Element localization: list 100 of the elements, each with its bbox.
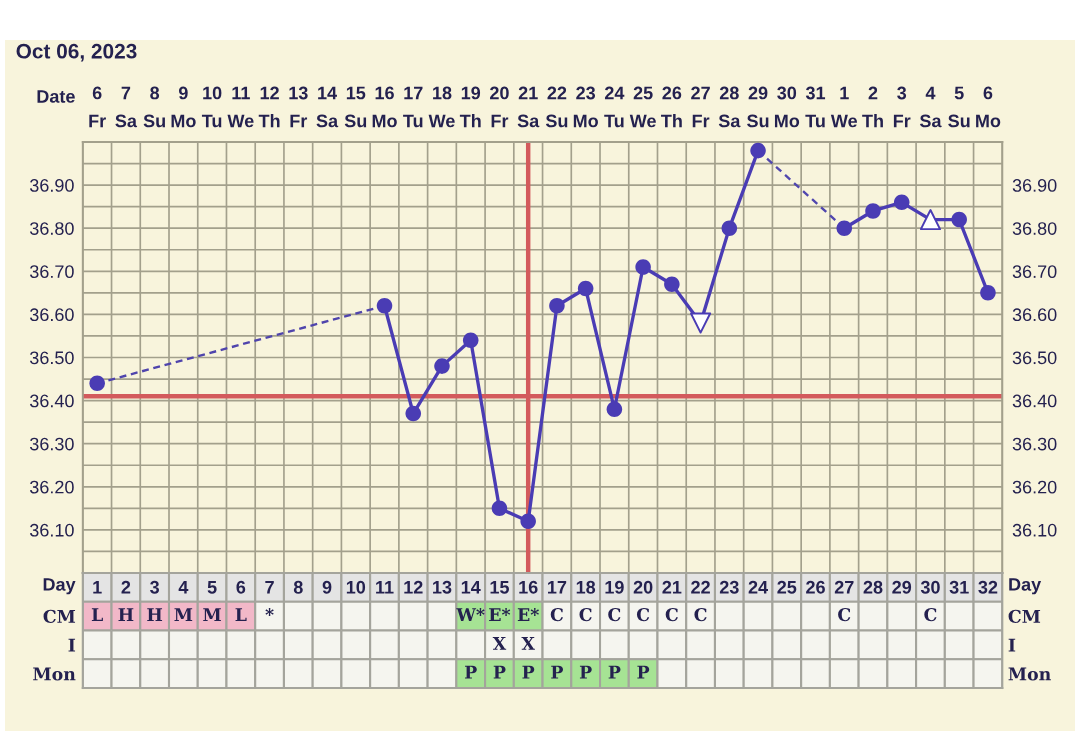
x-tick-label: 29 Su <box>747 86 769 128</box>
x-tick-label: 18 <box>576 580 596 594</box>
x-tick-label: 2 Th <box>862 86 883 128</box>
x-tick-label: 20 Fr <box>490 86 509 128</box>
x-tick-label: 2 <box>121 580 131 594</box>
x-tick-label: 14 Sa <box>316 86 339 128</box>
x-tick-label: 10 <box>346 580 366 594</box>
x-tick-label: 21 Sa <box>517 86 540 128</box>
x-tick-label: 9 <box>322 580 332 594</box>
x-tick-label: 27 Fr <box>691 86 710 128</box>
x-tick-label: 19 <box>605 580 624 594</box>
x-tick-label: 28 Sa <box>718 86 741 128</box>
x-tick-label: 24 <box>748 580 768 594</box>
x-tick-label: 16 Mo <box>372 86 397 128</box>
y-tick-label: 36.70 <box>29 265 74 279</box>
point <box>721 220 738 236</box>
x-tick-label: 12 <box>404 580 423 594</box>
point <box>376 298 393 314</box>
x-tick-label: 16 <box>519 580 538 594</box>
x-tick-label: 5 Su <box>948 86 970 128</box>
point <box>577 280 594 297</box>
y-tick-label: 36.30 <box>29 437 74 451</box>
x-tick-label: 19 Th <box>459 86 481 128</box>
y-tick-label: 36.50 <box>29 351 74 365</box>
x-tick-label: 14 <box>461 581 481 594</box>
x-tick-label: 9 Mo <box>171 86 196 128</box>
x-tick-label: 30 Mo <box>774 86 800 128</box>
x-tick-label: 21 <box>662 580 682 594</box>
y-tick-label: 36.90 <box>29 179 74 192</box>
chart-title: Oct 06, 2023 <box>16 43 137 62</box>
text: C <box>636 608 650 622</box>
x-tick-label: 20 <box>633 580 653 594</box>
text: P <box>637 665 650 679</box>
y-tick-label: 36.80 <box>29 222 74 235</box>
text: C <box>694 608 707 622</box>
x-tick-label: 1 <box>93 581 102 594</box>
y-tick-label: 36.10 <box>29 523 74 537</box>
text: E* <box>517 608 539 621</box>
x-tick-label: 31 Tu <box>805 86 826 128</box>
text: L <box>235 608 247 621</box>
text: P <box>551 665 564 679</box>
x-tick-label: 23 <box>719 580 739 594</box>
text: P <box>493 665 506 679</box>
point <box>606 401 623 417</box>
text: P <box>608 665 621 679</box>
text: Day <box>43 578 76 595</box>
point <box>520 513 536 530</box>
text: M <box>203 608 221 621</box>
x-tick-label: 28 <box>863 580 883 594</box>
x-tick-label: 17 Tu <box>403 86 423 128</box>
x-tick-label: 8 Su <box>143 86 165 128</box>
text: P <box>465 665 477 679</box>
text: C <box>579 608 592 622</box>
x-tick-label: 26 Th <box>661 86 682 128</box>
x-tick-label: 26 <box>806 580 825 594</box>
x-tick-label: 29 <box>892 580 912 594</box>
x-tick-label: 7 <box>265 581 274 594</box>
point <box>750 142 766 159</box>
point <box>405 405 422 422</box>
x-tick-label: 5 <box>207 581 217 594</box>
point <box>836 220 853 236</box>
x-tick-label: 4 <box>178 581 189 594</box>
text: P <box>579 665 592 679</box>
x-tick-label: 27 <box>834 580 854 594</box>
x-tick-label: 32 <box>978 580 998 594</box>
x-axis-title: Day <box>1009 578 1042 595</box>
y-tick-label: 36.40 <box>29 394 74 408</box>
x-tick-label: 6 <box>236 580 246 594</box>
x-tick-label: 22 <box>691 580 710 594</box>
point <box>865 203 881 219</box>
x-tick-label: 15 <box>490 581 509 594</box>
x-tick-label: 31 <box>949 580 969 594</box>
point <box>462 332 479 349</box>
text: W* <box>456 608 485 621</box>
point <box>549 298 565 314</box>
x-tick-label: 23 Mo <box>573 86 598 128</box>
x-axis-title: Date <box>37 90 75 103</box>
text: E* <box>489 608 511 621</box>
x-tick-label: 4 Sa <box>919 86 942 128</box>
x-tick-label: 8 <box>293 580 303 594</box>
x-tick-label: 6 Mo <box>976 86 1001 128</box>
x-tick-label: 6 Fr <box>89 86 106 128</box>
text: X <box>492 637 507 650</box>
point <box>664 276 680 292</box>
x-tick-label: 30 <box>920 580 940 594</box>
x-tick-label: 13 Fr <box>289 86 308 128</box>
text: P <box>522 665 535 679</box>
x-tick-label: 25 We <box>629 86 656 128</box>
x-tick-label: 3 <box>150 580 159 594</box>
y-tick-label: 36.20 <box>29 480 74 494</box>
point <box>635 259 651 275</box>
x-tick-label: 10 Tu <box>201 86 222 128</box>
point <box>491 500 508 517</box>
x-tick-label: 18 We <box>428 86 455 128</box>
x-tick-label: 1 We <box>830 86 858 128</box>
text: X <box>521 637 535 650</box>
point <box>89 375 105 392</box>
text: C <box>838 608 851 622</box>
x-tick-label: 11 We <box>227 86 254 128</box>
text: C <box>665 608 678 622</box>
